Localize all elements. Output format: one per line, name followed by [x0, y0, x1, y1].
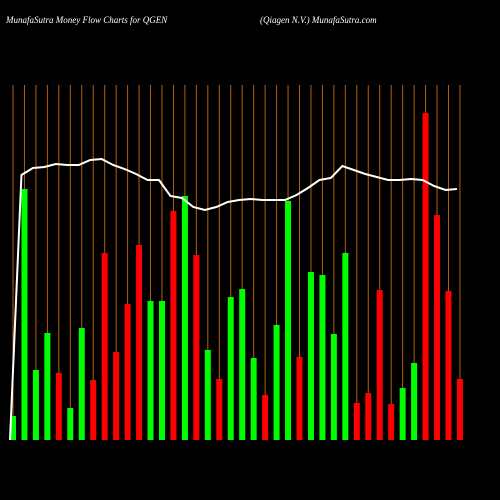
bar	[330, 334, 337, 440]
bar	[32, 370, 39, 440]
bar	[365, 393, 372, 440]
bar	[227, 297, 234, 440]
bar	[67, 408, 74, 440]
bar	[399, 388, 406, 440]
bar	[158, 301, 165, 440]
bar	[342, 253, 349, 440]
bar	[445, 291, 452, 440]
bar	[124, 304, 131, 440]
bar	[21, 189, 28, 440]
bar	[422, 113, 429, 440]
bar	[78, 328, 85, 440]
bar	[239, 289, 246, 440]
bar	[170, 211, 177, 440]
chart-title: MunafaSutra Money Flow Charts for QGEN	[5, 15, 168, 25]
bar	[353, 403, 360, 440]
bar	[113, 352, 120, 440]
bar	[90, 380, 97, 440]
bar	[296, 357, 303, 440]
bar	[319, 275, 326, 440]
bar	[193, 255, 200, 440]
bar	[44, 333, 51, 440]
bar	[376, 290, 383, 440]
chart-subtitle: (Qiagen N.V.) MunafaSutra.com	[260, 15, 377, 25]
bar	[10, 416, 16, 440]
bar	[262, 395, 269, 440]
bar	[147, 301, 154, 440]
bar	[204, 350, 211, 440]
bar	[136, 245, 143, 440]
bar	[434, 215, 441, 440]
bar	[250, 358, 257, 440]
bar	[273, 325, 280, 440]
bar	[216, 379, 223, 440]
bar	[181, 196, 188, 440]
bar	[55, 373, 62, 440]
price-line	[9, 157, 458, 441]
bar	[307, 272, 314, 440]
bar	[388, 404, 395, 440]
bar	[285, 201, 292, 440]
bar	[411, 363, 418, 440]
bar	[456, 379, 463, 440]
bar	[101, 253, 108, 440]
